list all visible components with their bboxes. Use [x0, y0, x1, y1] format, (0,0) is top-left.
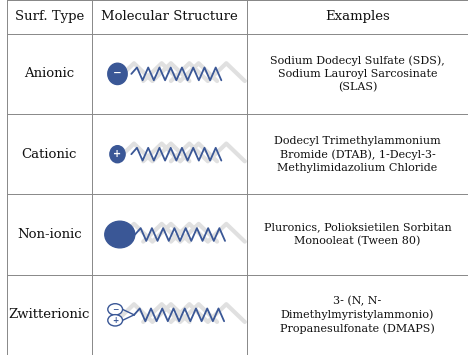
Text: Dodecyl Trimethylammonium
Bromide (DTAB), 1-Decyl-3-
Methylimidazolium Chloride: Dodecyl Trimethylammonium Bromide (DTAB)…	[274, 136, 441, 173]
Text: −: −	[112, 305, 118, 314]
Text: Cationic: Cationic	[22, 148, 77, 161]
Ellipse shape	[105, 221, 135, 248]
Text: −: −	[113, 68, 122, 78]
Text: Examples: Examples	[325, 10, 390, 23]
Text: Non-ionic: Non-ionic	[17, 228, 82, 241]
Text: +: +	[112, 316, 118, 325]
Text: 3- (N, N-
Dimethylmyristylammonio)
Propanesulfonate (DMAPS): 3- (N, N- Dimethylmyristylammonio) Propa…	[280, 296, 435, 334]
Ellipse shape	[110, 146, 125, 163]
Circle shape	[108, 304, 123, 315]
Text: Surf. Type: Surf. Type	[15, 10, 84, 23]
Text: Sodium Dodecyl Sulfate (SDS),
Sodium Lauroyl Sarcosinate
(SLAS): Sodium Dodecyl Sulfate (SDS), Sodium Lau…	[270, 55, 445, 93]
Text: Anionic: Anionic	[24, 67, 74, 80]
Text: Molecular Structure: Molecular Structure	[101, 10, 238, 23]
Ellipse shape	[108, 63, 127, 84]
Text: Zwitterionic: Zwitterionic	[9, 308, 90, 321]
Text: Pluronics, Polioksietilen Sorbitan
Monooleat (Tween 80): Pluronics, Polioksietilen Sorbitan Monoo…	[264, 223, 451, 246]
Circle shape	[108, 315, 123, 326]
Bar	[7, 0, 468, 34]
Text: +: +	[113, 149, 121, 159]
